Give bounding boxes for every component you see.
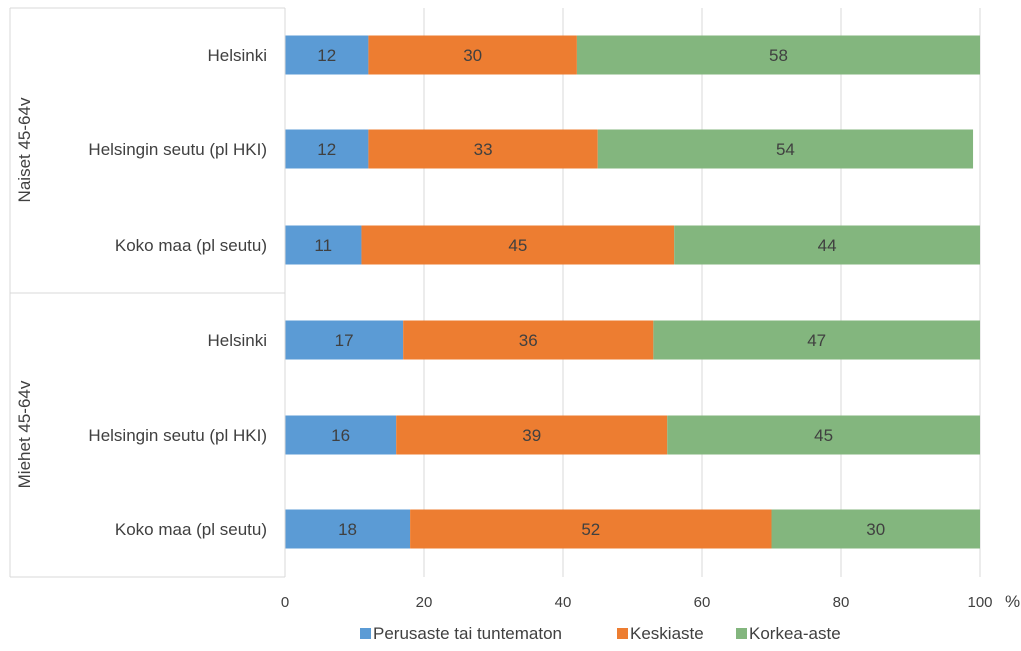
bar-segment (285, 415, 397, 455)
group-label: Naiset 45-64v (15, 97, 34, 202)
bar-segment (285, 225, 362, 265)
x-unit-label: % (1005, 592, 1020, 611)
bar-segment (368, 35, 577, 75)
data-label: 52 (581, 520, 600, 539)
bar-segment (667, 415, 980, 455)
data-label: 12 (317, 140, 336, 159)
gridlines (423, 8, 981, 577)
x-tick-label: 40 (555, 594, 572, 611)
category-label: Koko maa (pl seutu) (115, 236, 267, 255)
legend-label: Keskiaste (630, 624, 704, 643)
data-label: 18 (338, 520, 357, 539)
bar-segment (285, 509, 411, 549)
legend: Perusaste tai tuntematon Keskiaste Korkea-… (360, 624, 841, 643)
bar-segment (285, 129, 369, 169)
bars: 12 30 58 12 33 54 11 45 44 17 36 47 16 39 45 18 52 30 (285, 35, 980, 549)
category-label: Helsinki (207, 46, 267, 65)
legend-swatch (736, 628, 747, 639)
axes: % 0 20 40 60 80 100 (9, 7, 1020, 611)
category-label: Helsingin seutu (pl HKI) (88, 140, 267, 159)
bar-segment (396, 415, 668, 455)
legend-label: Perusaste tai tuntematon (373, 624, 562, 643)
category-label: Helsinki (207, 331, 267, 350)
data-label: 45 (508, 236, 527, 255)
bar-segment (771, 509, 980, 549)
data-label: 17 (335, 331, 354, 350)
legend-label: Korkea-aste (749, 624, 841, 643)
bar-segment (410, 509, 772, 549)
bar-segment (285, 320, 404, 360)
category-label: Helsingin seutu (pl HKI) (88, 426, 267, 445)
data-label: 39 (522, 426, 541, 445)
data-label: 45 (814, 426, 833, 445)
data-label: 36 (519, 331, 538, 350)
data-label: 16 (331, 426, 350, 445)
x-tick-label: 0 (281, 594, 289, 611)
bar-segment (653, 320, 980, 360)
data-label: 54 (776, 140, 795, 159)
data-label: 30 (866, 520, 885, 539)
bar-segment (576, 35, 980, 75)
data-label: 30 (463, 46, 482, 65)
bar-segment (368, 129, 598, 169)
data-label: 58 (769, 46, 788, 65)
legend-swatch (360, 628, 371, 639)
data-label: 11 (314, 236, 332, 255)
category-label: Koko maa (pl seutu) (115, 520, 267, 539)
x-tick-label: 60 (694, 594, 711, 611)
group-label: Miehet 45-64v (15, 380, 34, 488)
bar-segment (597, 129, 974, 169)
x-tick-label: 80 (833, 594, 850, 611)
data-label: 12 (317, 46, 336, 65)
x-tick-label: 100 (967, 594, 992, 611)
data-label: 47 (807, 331, 826, 350)
bar-segment (361, 225, 675, 265)
x-tick-label: 20 (416, 594, 433, 611)
legend-swatch (617, 628, 628, 639)
bar-segment (403, 320, 654, 360)
data-label: 33 (474, 140, 493, 159)
bar-segment (674, 225, 980, 265)
data-label: 44 (818, 236, 837, 255)
category-labels: Helsinki Helsingin seutu (pl HKI) Koko maa… (15, 46, 267, 539)
bar-segment (285, 35, 369, 75)
